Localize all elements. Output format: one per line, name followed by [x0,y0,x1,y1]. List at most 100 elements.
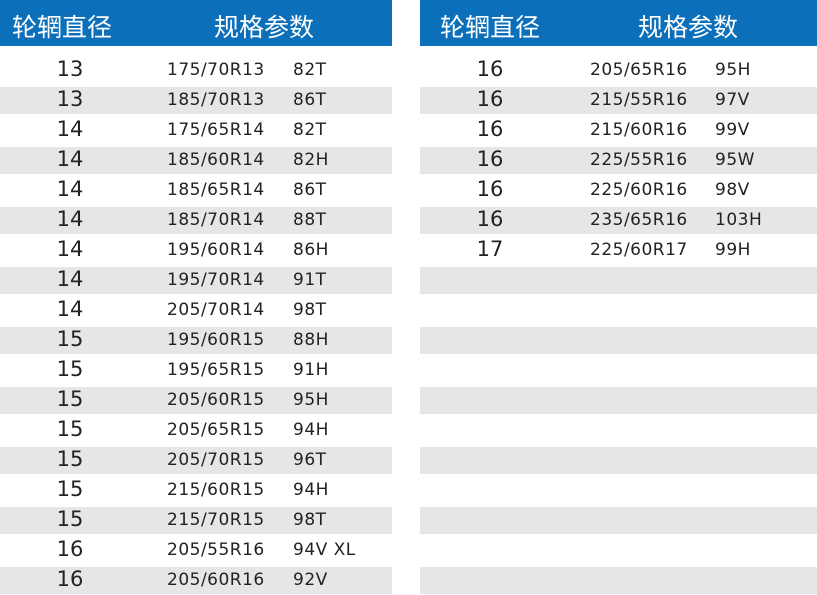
table-row: 16 225/55R16 95W [420,145,817,175]
load-speed-index: 103H [715,210,763,230]
table-row [420,325,817,355]
load-speed-index: 98V [715,180,750,200]
rim-diameter: 16 [56,537,84,561]
table-row [420,385,817,415]
table-row: 15 205/70R15 96T [0,445,392,475]
table-row: 15 215/70R15 98T [0,505,392,535]
rim-diameter: 15 [56,387,84,411]
tire-size: 225/60R16 [590,180,688,200]
tire-size: 235/65R16 [590,210,688,230]
table-row: 16 205/65R16 95H [420,55,817,85]
table-row: 16 205/55R16 94V XL [0,535,392,565]
table-row [420,535,817,565]
tire-size: 195/60R15 [167,330,265,350]
table-row [420,445,817,475]
load-speed-index: 97V [715,90,750,110]
load-speed-index: 94H [293,480,329,500]
header-rim-diameter: 轮辋直径 [12,13,113,42]
tire-size: 215/60R16 [590,120,688,140]
tire-size: 215/70R15 [167,510,265,530]
load-speed-index: 88H [293,330,329,350]
table-body: 13 175/70R13 82T 13 185/70R13 86T 14 175/65R14 8… [0,46,392,595]
table-header: 轮辋直径 规格参数 [420,0,817,46]
table-row: 15 195/60R15 88H [0,325,392,355]
load-speed-index: 82T [293,120,327,140]
table-row [420,505,817,535]
load-speed-index: 95W [715,150,755,170]
rim-diameter: 16 [476,207,504,231]
table-row [420,295,817,325]
tire-size: 215/55R16 [590,90,688,110]
tire-size: 225/55R16 [590,150,688,170]
rim-diameter: 16 [476,57,504,81]
tire-size: 185/65R14 [167,180,265,200]
load-speed-index: 98T [293,300,327,320]
rim-diameter: 14 [56,267,84,291]
table-row: 16 205/60R16 92V [0,565,392,595]
load-speed-index: 91H [293,360,329,380]
rim-diameter: 15 [56,357,84,381]
load-speed-index: 91T [293,270,327,290]
tire-size: 185/70R13 [167,90,265,110]
table-row: 17 225/60R17 99H [420,235,817,265]
tire-size: 205/60R15 [167,390,265,410]
rim-diameter: 15 [56,507,84,531]
table-row: 14 185/60R14 82H [0,145,392,175]
table-row [420,415,817,445]
rim-diameter: 14 [56,207,84,231]
tire-size: 175/65R14 [167,120,265,140]
table-row: 16 215/60R16 99V [420,115,817,145]
table-row [420,355,817,385]
tire-size: 225/60R17 [590,240,688,260]
table-row: 15 205/65R15 94H [0,415,392,445]
tire-size: 215/60R15 [167,480,265,500]
rim-diameter: 16 [476,87,504,111]
rim-diameter: 15 [56,327,84,351]
table-row: 15 195/65R15 91H [0,355,392,385]
tire-size: 185/60R14 [167,150,265,170]
load-speed-index: 96T [293,450,327,470]
load-speed-index: 92V [293,570,328,590]
rim-diameter: 14 [56,147,84,171]
load-speed-index: 94V XL [293,540,356,560]
tire-size: 205/65R16 [590,60,688,80]
load-speed-index: 94H [293,420,329,440]
rim-diameter: 13 [56,87,84,111]
table-row: 16 225/60R16 98V [420,175,817,205]
tire-table-left: 轮辋直径 规格参数 13 175/70R13 82T 13 185/70R13 86T 14… [0,0,392,595]
load-speed-index: 95H [715,60,751,80]
table-row: 15 205/60R15 95H [0,385,392,415]
load-speed-index: 86H [293,240,329,260]
load-speed-index: 95H [293,390,329,410]
load-speed-index: 99H [715,240,751,260]
table-header: 轮辋直径 规格参数 [0,0,392,46]
table-row: 15 215/60R15 94H [0,475,392,505]
table-row: 14 205/70R14 98T [0,295,392,325]
tire-table-right: 轮辋直径 规格参数 16 205/65R16 95H 16 215/55R16 97V 16… [420,0,817,595]
table-row: 16 215/55R16 97V [420,85,817,115]
load-speed-index: 86T [293,90,327,110]
tire-size: 205/55R16 [167,540,265,560]
table-row: 14 175/65R14 82T [0,115,392,145]
table-row [420,475,817,505]
tire-size: 185/70R14 [167,210,265,230]
table-row: 14 185/70R14 88T [0,205,392,235]
table-row: 13 175/70R13 82T [0,55,392,85]
rim-diameter: 16 [56,567,84,591]
table-body: 16 205/65R16 95H 16 215/55R16 97V 16 215/60R16 9… [420,46,817,595]
rim-diameter: 15 [56,417,84,441]
table-row: 14 185/65R14 86T [0,175,392,205]
tire-size: 205/70R14 [167,300,265,320]
rim-diameter: 15 [56,477,84,501]
load-speed-index: 86T [293,180,327,200]
table-row: 13 185/70R13 86T [0,85,392,115]
header-rim-diameter: 轮辋直径 [440,13,541,42]
table-row: 14 195/60R14 86H [0,235,392,265]
rim-diameter: 15 [56,447,84,471]
load-speed-index: 82T [293,60,327,80]
header-spec: 规格参数 [638,13,739,42]
tire-size: 205/65R15 [167,420,265,440]
tire-size: 175/70R13 [167,60,265,80]
load-speed-index: 98T [293,510,327,530]
rim-diameter: 13 [56,57,84,81]
